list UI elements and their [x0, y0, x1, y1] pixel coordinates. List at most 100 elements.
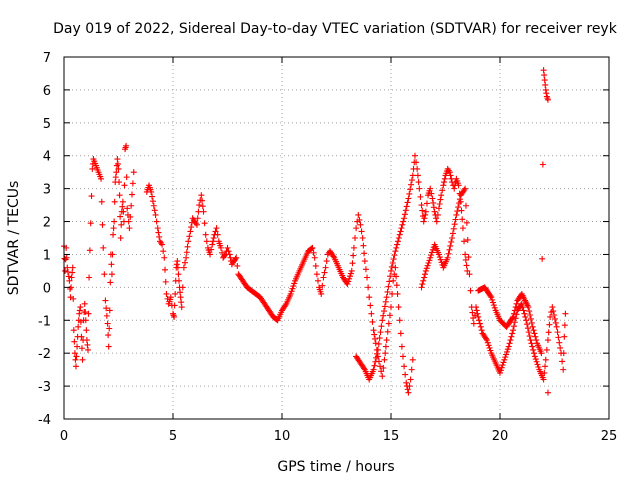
data-point: [99, 221, 106, 228]
data-point: [513, 300, 520, 307]
data-point: [441, 175, 448, 182]
data-point: [381, 308, 388, 315]
data-point: [361, 258, 368, 265]
data-point: [75, 323, 82, 330]
data-point: [101, 271, 108, 278]
data-point: [401, 211, 408, 218]
y-axis-label: SDTVAR / TECUs: [6, 181, 22, 296]
data-point: [422, 208, 429, 215]
data-point: [467, 287, 474, 294]
data-point: [71, 350, 78, 357]
data-point: [484, 339, 491, 346]
data-point: [533, 337, 540, 344]
data-point: [538, 350, 545, 357]
data-point: [489, 296, 496, 303]
data-point: [380, 364, 387, 371]
data-point: [530, 346, 537, 353]
data-point: [400, 218, 407, 225]
data-point: [547, 313, 554, 320]
data-point: [322, 264, 329, 271]
data-point: [86, 274, 93, 281]
data-point: [82, 317, 89, 324]
data-point: [109, 251, 116, 258]
data-point: [73, 353, 80, 360]
data-point: [65, 273, 72, 280]
data-point: [70, 327, 77, 334]
data-point: [487, 293, 494, 300]
data-point: [70, 295, 77, 302]
data-point: [406, 190, 413, 197]
data-point: [440, 182, 447, 189]
data-point: [72, 363, 79, 370]
data-point: [422, 211, 429, 218]
data-point: [123, 174, 130, 181]
data-point: [455, 204, 462, 211]
data-point: [464, 267, 471, 274]
data-point: [172, 290, 179, 297]
data-point: [194, 215, 201, 222]
data-point: [491, 304, 498, 311]
data-point: [544, 96, 551, 103]
data-point: [510, 310, 517, 317]
data-point: [498, 364, 505, 371]
data-point: [375, 340, 382, 347]
data-point: [543, 346, 550, 353]
data-point: [393, 273, 400, 280]
data-point: [78, 333, 85, 340]
data-point: [88, 193, 95, 200]
data-point: [401, 215, 408, 222]
data-point: [549, 304, 556, 311]
data-point: [149, 193, 156, 200]
data-point: [321, 269, 328, 276]
data-point: [201, 220, 208, 227]
data-point: [379, 317, 386, 324]
data-point: [82, 309, 89, 316]
data-point: [459, 216, 466, 223]
data-point: [184, 243, 191, 250]
data-point: [506, 340, 513, 347]
data-point: [360, 365, 367, 372]
data-point: [360, 242, 367, 249]
data-point: [395, 304, 402, 311]
data-point: [535, 364, 542, 371]
data-point: [406, 383, 413, 390]
data-point: [541, 369, 548, 376]
data-point: [372, 340, 379, 347]
data-point: [397, 228, 404, 235]
data-point: [362, 266, 369, 273]
data-point: [110, 231, 117, 238]
data-point: [129, 180, 136, 187]
data-point: [234, 262, 241, 269]
data-point: [209, 238, 216, 245]
data-point: [389, 260, 396, 267]
data-point: [428, 190, 435, 197]
y-tick-label: 0: [43, 281, 51, 296]
data-point: [124, 205, 131, 212]
data-point: [208, 246, 215, 253]
data-point: [553, 323, 560, 330]
data-point: [447, 172, 454, 179]
data-point: [501, 356, 508, 363]
data-point: [359, 235, 366, 241]
data-point: [388, 267, 394, 274]
data-point: [559, 358, 566, 365]
x-tick-label: 20: [492, 429, 509, 444]
data-point: [427, 185, 434, 192]
data-point: [462, 251, 469, 258]
data-point: [282, 302, 289, 309]
data-point: [532, 333, 539, 340]
data-point: [499, 362, 506, 369]
data-point: [478, 327, 485, 334]
data-point: [108, 271, 115, 278]
data-point: [103, 312, 110, 319]
data-point: [289, 285, 296, 292]
data-point: [66, 277, 73, 284]
data-point: [456, 196, 463, 203]
data-point: [552, 319, 559, 326]
data-point: [511, 319, 518, 326]
data-point: [542, 356, 549, 363]
data-point: [510, 327, 517, 334]
data-point: [384, 288, 391, 295]
data-point: [419, 207, 426, 214]
data-point: [486, 344, 493, 351]
